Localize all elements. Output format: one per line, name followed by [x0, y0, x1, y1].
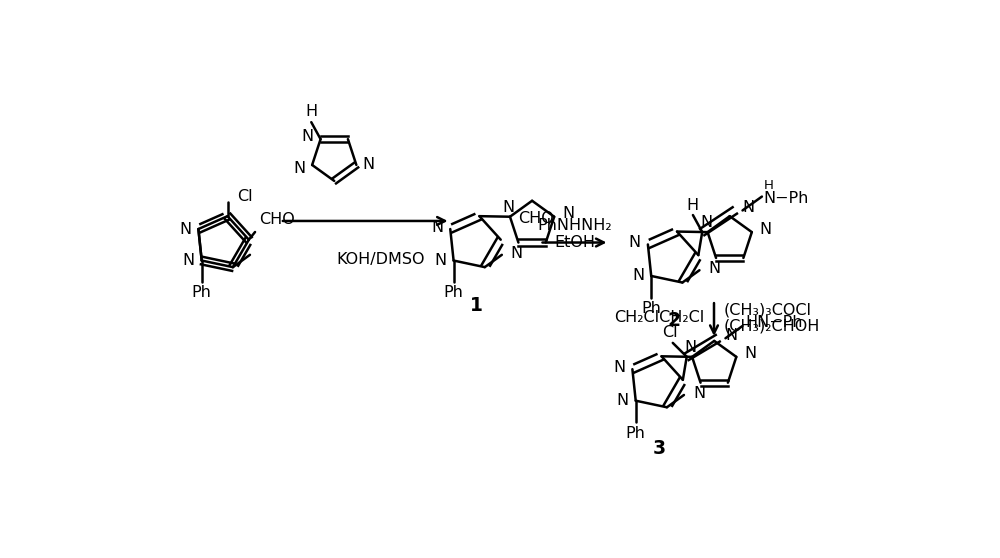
Text: CH₂ClCH₂Cl: CH₂ClCH₂Cl	[614, 310, 705, 325]
Text: N: N	[708, 261, 721, 276]
Text: 2: 2	[668, 311, 681, 330]
Text: N: N	[183, 253, 195, 268]
Text: N: N	[294, 161, 306, 176]
Text: N: N	[434, 253, 447, 268]
Text: PhNHNH₂: PhNHNH₂	[537, 218, 612, 233]
Text: N: N	[502, 200, 514, 215]
Text: (CH₃)₃COCl: (CH₃)₃COCl	[723, 303, 811, 318]
Text: 3: 3	[652, 439, 666, 458]
Text: (CH₃)₂CHOH: (CH₃)₂CHOH	[723, 318, 820, 333]
Text: N: N	[562, 206, 574, 221]
Text: N: N	[629, 235, 641, 251]
Text: N: N	[613, 360, 625, 375]
Text: H: H	[687, 198, 699, 213]
Text: EtOH: EtOH	[554, 235, 595, 250]
Text: N: N	[301, 128, 314, 143]
Text: N: N	[684, 340, 697, 355]
Text: HN−Ph: HN−Ph	[746, 315, 803, 330]
Text: N: N	[431, 220, 443, 235]
Text: N−Ph: N−Ph	[763, 191, 809, 205]
Text: N: N	[632, 268, 644, 283]
Text: Ph: Ph	[641, 301, 661, 316]
Text: Ph: Ph	[626, 426, 646, 440]
Text: CHO: CHO	[518, 210, 553, 225]
Text: 1: 1	[470, 296, 483, 315]
Text: N: N	[693, 386, 705, 401]
Text: KOH/DMSO: KOH/DMSO	[336, 252, 425, 267]
Text: N: N	[179, 222, 191, 237]
Text: N: N	[744, 347, 756, 361]
Text: N: N	[363, 157, 375, 172]
Text: Cl: Cl	[662, 325, 677, 340]
Text: N: N	[725, 328, 738, 343]
Text: N: N	[743, 200, 755, 215]
Text: Ph: Ph	[444, 285, 464, 300]
Text: CHO: CHO	[259, 212, 295, 227]
Text: N: N	[617, 393, 629, 408]
Text: H: H	[763, 179, 773, 193]
Text: Ph: Ph	[192, 285, 212, 300]
Text: Cl: Cl	[237, 189, 252, 204]
Text: N: N	[700, 215, 712, 230]
Text: H: H	[305, 104, 317, 119]
Text: N: N	[511, 246, 523, 261]
Text: N: N	[760, 222, 772, 237]
